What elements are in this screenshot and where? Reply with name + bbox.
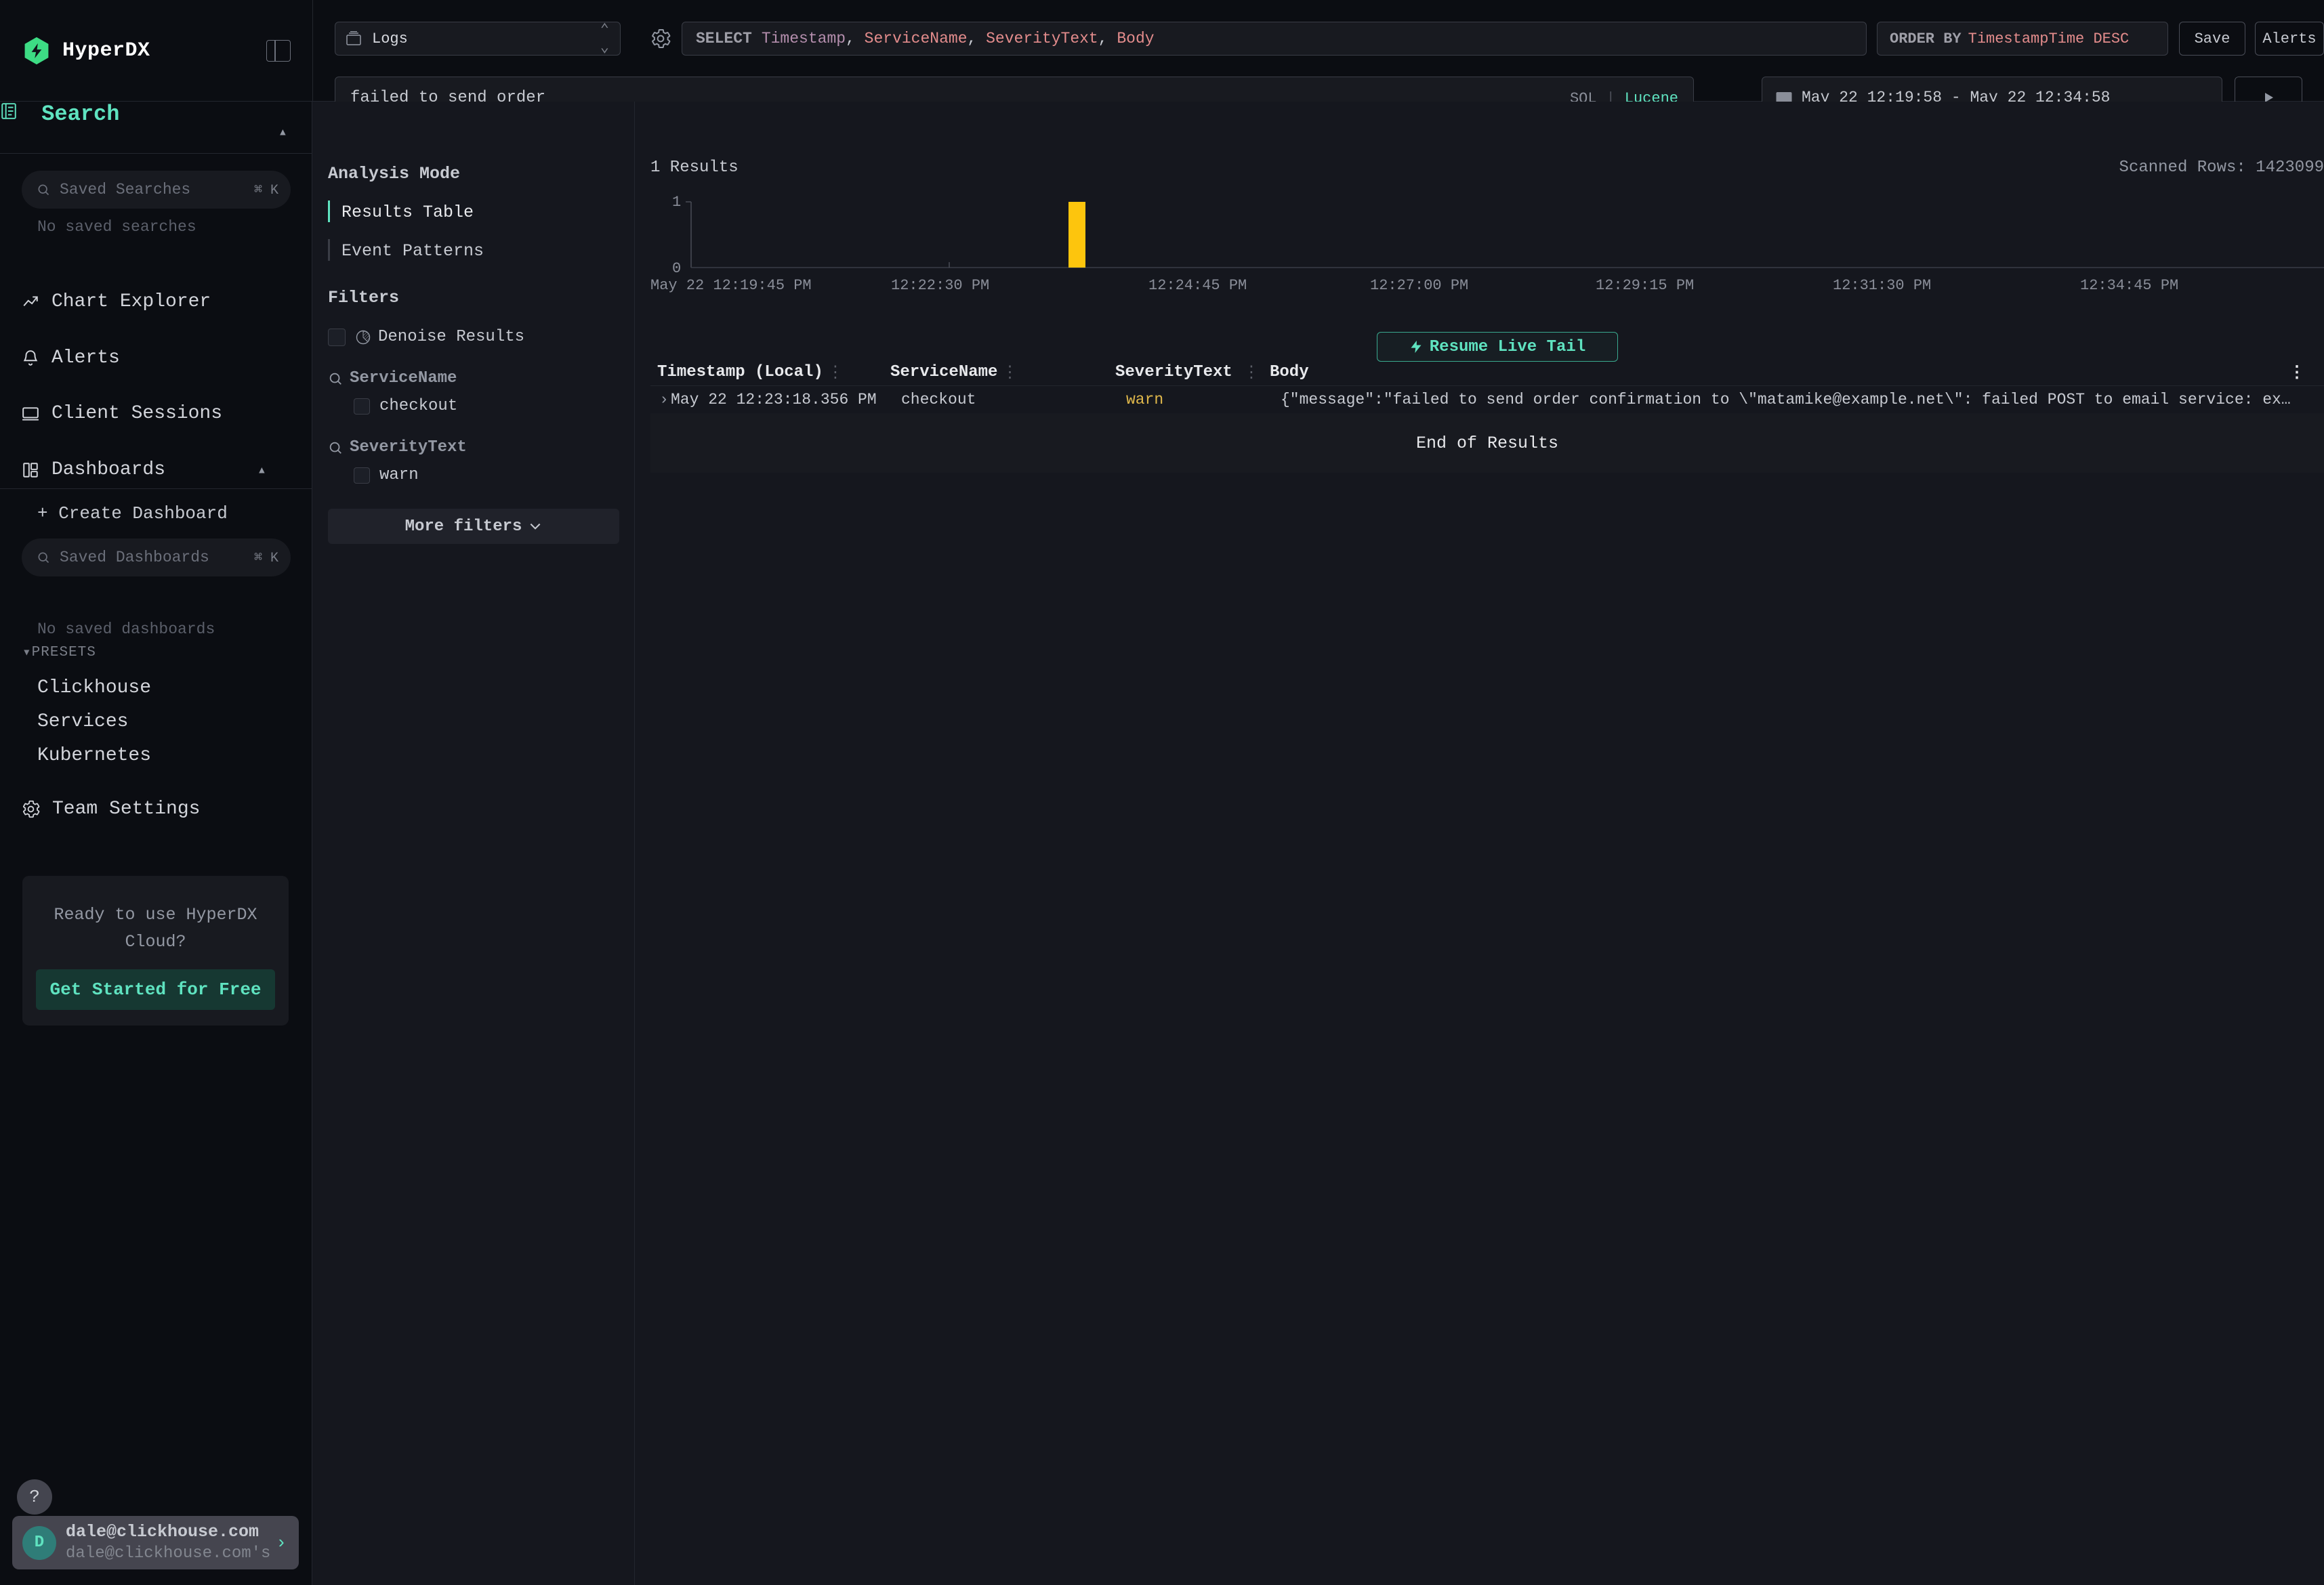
svg-text:0: 0	[672, 260, 681, 277]
svg-text:12:22:30 PM: 12:22:30 PM	[891, 277, 989, 294]
svg-text:May 22 12:19:45 PM: May 22 12:19:45 PM	[650, 277, 812, 294]
svg-text:1: 1	[672, 194, 681, 211]
svg-text:12:31:30 PM: 12:31:30 PM	[1833, 277, 1931, 294]
svg-text:12:27:00 PM: 12:27:00 PM	[1370, 277, 1468, 294]
svg-text:12:34:45 PM: 12:34:45 PM	[2080, 277, 2178, 294]
svg-text:12:24:45 PM: 12:24:45 PM	[1148, 277, 1247, 294]
svg-text:12:29:15 PM: 12:29:15 PM	[1596, 277, 1694, 294]
